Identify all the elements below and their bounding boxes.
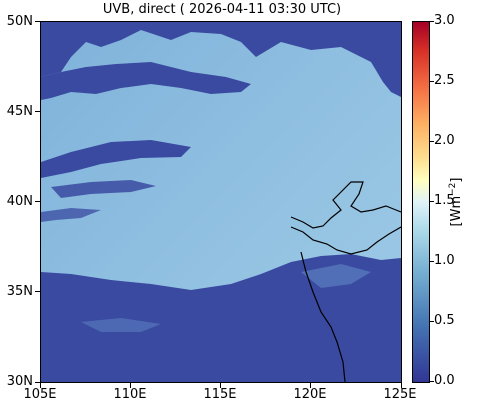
y-tick-label: 45N [6,104,33,119]
cloud-mid-streak-1 [41,140,191,178]
cloud-north-east [371,50,401,97]
colorbar-tick-mark [430,201,434,202]
cloud-south-patch-2 [81,318,161,332]
colorbar-tick-label: 3.0 [434,13,455,28]
colorbar-tick-label: 2.0 [434,133,455,148]
x-tick-mark [130,383,131,388]
colorbar-tick-label: 1.0 [434,253,455,268]
x-tick-label: 125E [383,387,417,402]
x-tick-label: 110E [113,387,147,402]
x-tick-mark [310,383,311,388]
y-tick-mark [35,21,40,22]
colorbar-tick-mark [430,81,434,82]
y-tick-label: 35N [6,284,33,299]
coastline [290,181,401,382]
map-panel [40,21,402,383]
y-tick-mark [35,201,40,202]
colorbar-tick-label: 0.0 [434,373,455,388]
colorbar-tick-mark [430,261,434,262]
x-tick-mark [220,383,221,388]
map-title: UVB, direct ( 2026-04-11 03:30 UTC) [102,2,342,17]
cloud-mid-streak-3 [41,208,101,222]
x-tick-mark [40,383,41,388]
x-tick-label: 120E [293,387,327,402]
cloud-mid-streak-2 [51,180,156,198]
y-tick-label: 50N [6,14,33,29]
colorbar-label-unit: [Wm [449,195,465,227]
x-tick-mark [401,383,402,388]
uvb-map [41,22,401,382]
x-tick-label: 105E [23,387,57,402]
y-tick-mark [35,291,40,292]
y-tick-label: 40N [6,194,33,209]
colorbar-tick-mark [430,141,434,142]
colorbar-tick-mark [430,321,434,322]
colorbar-tick-mark [430,381,434,382]
colorbar-label: [Wm−2] [448,178,464,227]
colorbar-label-exponent: −2 [447,182,458,196]
y-tick-label: 30N [6,374,33,389]
colorbar-tick-label: 1.5 [434,193,455,208]
cloud-north-west [41,62,251,100]
cloud-south-patch-1 [301,264,371,288]
colorbar-tick-label: 2.5 [434,73,455,88]
colorbar [412,21,430,383]
colorbar-label-close: ] [449,177,465,183]
colorbar-tick-mark [430,21,434,22]
y-tick-mark [35,111,40,112]
cloud-north-band [41,22,401,77]
colorbar-tick-label: 0.5 [434,313,455,328]
x-tick-label: 115E [203,387,237,402]
y-tick-mark [35,382,40,383]
